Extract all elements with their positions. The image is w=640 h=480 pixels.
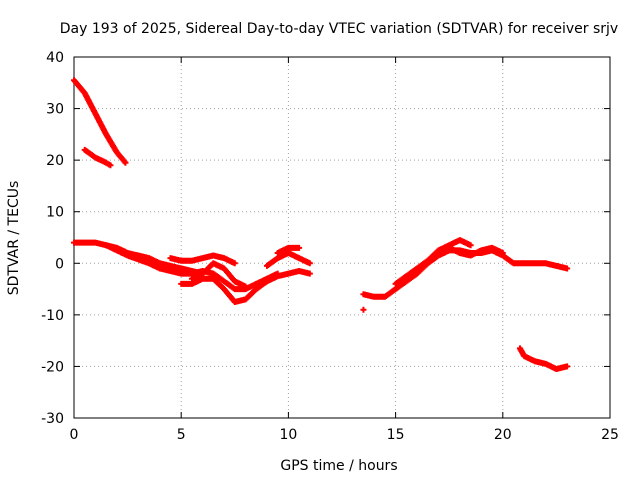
y-tick-label: 0 [55,256,64,272]
x-tick-label: 10 [279,427,297,443]
x-tick-label: 15 [387,427,405,443]
series-arc-g [274,244,303,256]
data-point [306,260,313,267]
y-tick-label: 10 [46,205,64,221]
data-point [242,283,249,290]
y-tick-label: -30 [41,411,64,427]
y-tick-label: 40 [46,50,64,66]
x-axis-label: GPS time / hours [280,458,397,474]
series-arc-b [103,242,281,293]
plot-frame [73,56,611,419]
series-arc-i [392,237,474,287]
data-point [107,162,114,169]
series-arc-e [188,260,249,290]
series-arc-j [446,244,506,259]
series-arc-f [263,249,313,269]
series-arc-k [516,345,571,373]
series-arc-d [167,252,238,267]
axis-ticks: 0 5 10 15 20 25 -30 -20 -10 0 10 20 30 40 [41,50,619,443]
y-tick-label: 20 [46,153,64,169]
x-tick-label: 20 [494,427,512,443]
data-point [296,244,303,251]
data-points [71,77,571,373]
y-tick-label: 30 [46,102,64,118]
x-tick-label: 0 [70,427,79,443]
x-tick-label: 5 [177,427,186,443]
series-arc-mid [81,146,114,169]
y-axis-label: SDTVAR / TECUs [6,181,22,296]
plot-border [73,56,611,419]
data-point [306,270,313,277]
series-outlier [360,306,367,313]
data-point [564,363,571,370]
data-point [231,260,238,267]
y-tick-label: -20 [41,359,64,375]
series-arc-high [71,77,129,166]
grid [74,57,610,418]
data-point [360,306,367,313]
data-point [467,242,474,249]
series-arc-c [178,268,313,305]
x-tick-label: 25 [601,427,619,443]
data-point [564,265,571,272]
y-tick-label: -10 [41,308,64,324]
data-point [122,159,129,166]
data-point [499,249,506,256]
chart-title: Day 193 of 2025, Sidereal Day-to-day VTE… [60,21,618,37]
